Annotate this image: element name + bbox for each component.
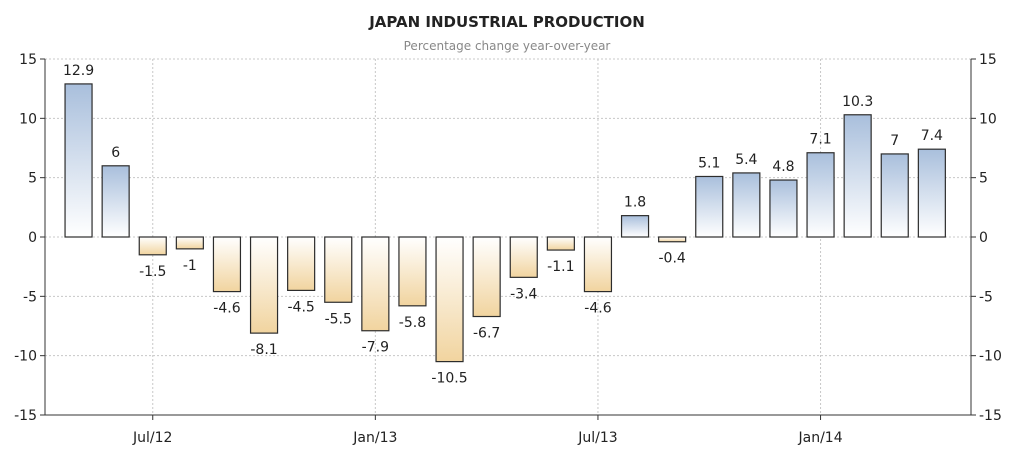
data-labels: 12.9 6 -1.5 -1 -4.6 -8.1 -4.5 -5.5 -7.9 -5.8 -10.5…: [63, 63, 943, 387]
bar: [249, 236, 279, 334]
tick-labels: 15 15 10 10 5 5 0 0 -5 -5 -10 -10 -15 -15 Jul/12 Jan/13…: [14, 52, 1002, 446]
bar: [361, 236, 390, 332]
data-label: 7.1: [809, 132, 831, 148]
data-label: -5.8: [399, 315, 426, 331]
data-label: -1.5: [139, 264, 166, 280]
data-label: 6: [111, 145, 120, 161]
y-tick-label-right: 0: [979, 230, 988, 246]
y-tick-label-right: 15: [979, 52, 997, 68]
x-tick-label: Jul/13: [577, 430, 617, 446]
data-label: -4.6: [584, 301, 611, 317]
bar: [138, 236, 167, 256]
y-tick-label-right: -10: [979, 349, 1002, 365]
y-tick-label-left: 0: [28, 230, 37, 246]
bar: [620, 215, 650, 238]
data-label: -1.1: [547, 259, 574, 275]
x-tick-label: Jul/12: [132, 430, 172, 446]
bar: [212, 236, 242, 293]
data-label: 12.9: [63, 63, 94, 79]
bars: [64, 83, 946, 363]
data-label: -6.7: [473, 326, 500, 342]
data-label: 5.4: [735, 152, 757, 168]
bar: [732, 172, 761, 238]
bar: [843, 114, 872, 238]
data-label: 7.4: [921, 128, 943, 144]
bar: [509, 236, 538, 278]
bar: [917, 148, 946, 238]
y-tick-label-left: 5: [28, 171, 37, 187]
y-tick-label-right: -5: [979, 289, 993, 305]
x-tick-label: Jan/13: [352, 430, 397, 446]
bar: [175, 236, 204, 250]
data-label: -8.1: [250, 342, 277, 358]
bar: [435, 236, 464, 363]
data-label: -3.4: [510, 286, 537, 302]
bar: [583, 236, 613, 293]
data-label: -7.9: [362, 340, 389, 356]
y-tick-label-right: 5: [979, 171, 988, 187]
y-tick-label-left: -5: [23, 289, 37, 305]
axes: [40, 58, 976, 420]
data-label: -4.5: [287, 299, 314, 315]
y-tick-label-right: -15: [979, 408, 1002, 424]
data-label: 1.8: [624, 195, 646, 211]
data-label: 5.1: [698, 155, 720, 171]
data-label: 7: [890, 133, 899, 149]
bar: [324, 236, 353, 303]
bar: [101, 165, 130, 238]
x-tick-label: Jan/14: [797, 430, 842, 446]
bar: [806, 152, 835, 238]
bar: [880, 153, 909, 238]
data-label: 4.8: [772, 159, 794, 175]
bar: [287, 236, 316, 292]
bar: [472, 236, 501, 318]
bar: [398, 236, 427, 307]
data-label: -10.5: [431, 371, 467, 387]
bar: [546, 236, 575, 251]
data-label: 10.3: [842, 94, 873, 110]
y-tick-label-left: -15: [14, 408, 37, 424]
y-tick-label-left: -10: [14, 349, 37, 365]
bar: [64, 83, 93, 238]
chart-subtitle: Percentage change year-over-year: [404, 39, 611, 53]
chart-title: JAPAN INDUSTRIAL PRODUCTION: [368, 13, 645, 31]
data-label: -0.4: [658, 251, 685, 267]
data-label: -1: [183, 258, 197, 274]
bar: [695, 175, 724, 238]
y-tick-label-left: 15: [19, 52, 37, 68]
bar: [658, 236, 687, 243]
data-label: -5.5: [325, 311, 352, 327]
bar: [769, 179, 798, 238]
y-tick-label-left: 10: [19, 111, 37, 127]
data-label: -4.6: [213, 301, 240, 317]
y-tick-label-right: 10: [979, 111, 997, 127]
